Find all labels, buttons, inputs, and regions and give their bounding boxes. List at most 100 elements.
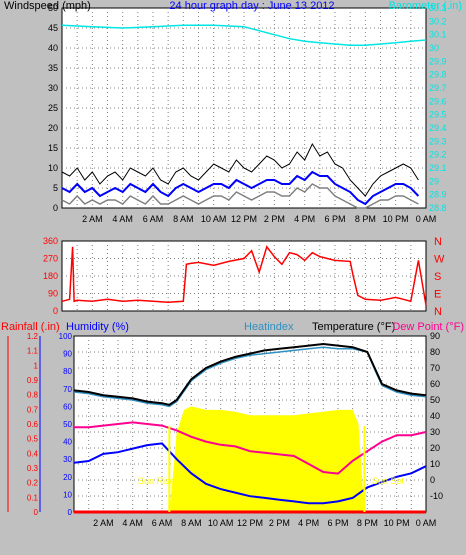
time-xtick: 10 AM <box>201 214 227 224</box>
barometer-line <box>61 24 427 47</box>
temperature-ytick: 20 <box>430 443 440 453</box>
humidity-ytick: 60 <box>63 402 72 411</box>
time-xtick: 0 AM <box>416 518 437 528</box>
barometer-ytick: 29.9 <box>429 56 447 66</box>
chart-title: 24 hour graph day : June 13 2012 <box>169 0 334 12</box>
humidity-line <box>73 442 427 505</box>
time-xtick: 2 AM <box>93 518 114 528</box>
barometer-ytick: 30.1 <box>429 30 447 40</box>
humidity-ytick: 90 <box>63 350 72 359</box>
barometer-ytick: 28.9 <box>429 190 447 200</box>
wind-ytick: 50 <box>48 3 58 13</box>
wind-ytick: 0 <box>53 203 58 213</box>
barometer-ytick: 29.8 <box>429 70 447 80</box>
time-xtick: 0 AM <box>416 214 437 224</box>
heatindex-axis-label: Heatindex <box>244 321 294 333</box>
rainfall-ytick: 1.1 <box>27 347 39 356</box>
barometer-ytick: 29.6 <box>429 96 447 106</box>
compass-label: S <box>434 271 441 283</box>
barometer-axis-label: Barometer (.in) <box>389 0 462 12</box>
wind-ytick: 30 <box>48 83 58 93</box>
time-xtick: 2 AM <box>82 214 103 224</box>
wind-ytick: 40 <box>48 43 58 53</box>
time-xtick: 2 PM <box>264 214 285 224</box>
direction-ytick: 180 <box>43 271 58 281</box>
barometer-ytick: 29.4 <box>429 123 447 133</box>
wind-ytick: 25 <box>48 103 58 113</box>
direction-ytick: 360 <box>43 236 58 246</box>
dewpoint-axis-label: Dew Point (°F) <box>392 321 464 333</box>
time-xtick: 2 PM <box>269 518 290 528</box>
tick-labels: 0510152025303540455028.828.92929.129.229… <box>7 3 447 528</box>
time-xtick: 4 PM <box>294 214 315 224</box>
humidity-ytick: 100 <box>59 332 73 341</box>
barometer-ytick: 29.3 <box>429 136 447 146</box>
humidity-axis-label: Humidity (%) <box>66 321 129 333</box>
wind-ytick: 5 <box>53 183 58 193</box>
wind-ytick: 10 <box>48 163 58 173</box>
barometer-ytick: 29 <box>429 176 439 186</box>
wind-min-line <box>61 183 419 209</box>
direction-ytick: 0 <box>53 306 58 316</box>
barometer-ytick: 29.5 <box>429 110 447 120</box>
direction-ytick: 90 <box>48 289 58 299</box>
humidity-ytick: 30 <box>63 455 72 464</box>
compass-label: W <box>434 254 445 266</box>
rainfall-ytick: 0.8 <box>27 391 39 400</box>
humidity-ytick: 50 <box>63 420 72 429</box>
barometer-ytick: 28.8 <box>429 203 447 213</box>
time-xtick: 4 PM <box>298 518 319 528</box>
rainfall-ytick: 0.9 <box>27 376 39 385</box>
humidity-ytick: 80 <box>63 367 72 376</box>
time-xtick: 6 AM <box>152 518 173 528</box>
barometer-ytick: 30 <box>429 43 439 53</box>
time-xtick: 6 PM <box>327 518 348 528</box>
temperature-ytick: 50 <box>430 395 440 405</box>
time-xtick: 12 PM <box>231 214 257 224</box>
rainfall-ytick: 0 <box>34 508 39 517</box>
temperature-axis-label: Temperature (°F) <box>312 321 395 333</box>
wind-ytick: 35 <box>48 63 58 73</box>
time-xtick: 8 PM <box>357 518 378 528</box>
time-xtick: 6 AM <box>143 214 164 224</box>
rainfall-ytick: 0.7 <box>27 405 39 414</box>
temperature-line <box>73 342 427 406</box>
barometer-ytick: 29.2 <box>429 150 447 160</box>
wind-ytick: 45 <box>48 23 58 33</box>
compass-label: N <box>434 306 442 318</box>
humidity-ytick: 0 <box>68 508 73 517</box>
wind-gust-line <box>61 142 419 197</box>
rainfall-ytick: 1.2 <box>27 332 39 341</box>
barometer-ytick: 30.2 <box>429 16 447 26</box>
compass-label: E <box>434 289 441 301</box>
time-xtick: 10 PM <box>383 214 409 224</box>
temperature-ytick: 90 <box>430 331 440 341</box>
barometer-ytick: 30.3 <box>429 3 447 13</box>
temperature-ytick: 80 <box>430 347 440 357</box>
windspeed-axis-label: Windspeed (mph) <box>4 0 91 12</box>
direction-ytick: 270 <box>43 254 58 264</box>
humidity-ytick: 10 <box>63 490 72 499</box>
rainfall-ytick: 0.5 <box>27 435 39 444</box>
sunset-label: Sun Set <box>372 476 405 486</box>
barometer-ytick: 29.1 <box>429 163 447 173</box>
rainfall-ytick: 0.3 <box>27 464 39 473</box>
wind-ytick: 20 <box>48 123 58 133</box>
rainfall-ytick: 0.1 <box>27 493 39 502</box>
time-xtick: 4 AM <box>112 214 133 224</box>
temperature-ytick: 10 <box>430 459 440 469</box>
rainfall-ytick: 0.4 <box>27 449 39 458</box>
time-xtick: 10 AM <box>208 518 234 528</box>
dewpoint-line <box>74 421 427 475</box>
rainfall-ytick: 0.2 <box>27 479 39 488</box>
rainfall-ytick: 0.6 <box>27 420 39 429</box>
rainfall-ytick: 1 <box>34 361 39 370</box>
rainfall-axis-label: Rainfall (.in) <box>1 321 60 333</box>
time-xtick: 8 AM <box>181 518 202 528</box>
temperature-ytick: 0 <box>430 475 435 485</box>
temperature-ytick: 40 <box>430 411 440 421</box>
humidity-ytick: 70 <box>63 385 72 394</box>
direction-line <box>61 245 427 306</box>
